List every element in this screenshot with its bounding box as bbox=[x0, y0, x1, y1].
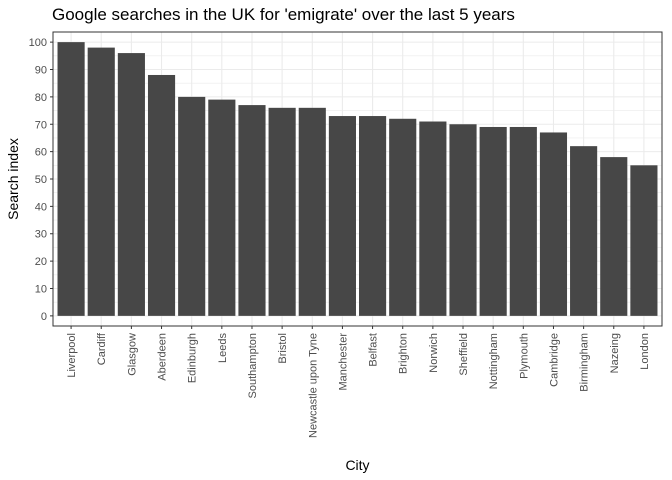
x-tick-label: Cambridge bbox=[548, 333, 560, 387]
x-tick-label: Bristol bbox=[277, 333, 289, 364]
bar bbox=[268, 107, 296, 316]
x-tick-label: Birmingham bbox=[579, 333, 591, 392]
x-axis-title: City bbox=[345, 457, 369, 473]
x-tick-label: Nottingham bbox=[488, 333, 500, 389]
bar bbox=[570, 146, 598, 316]
bar bbox=[238, 105, 266, 316]
y-tick-label: 50 bbox=[35, 174, 47, 186]
x-tick-label: Edinburgh bbox=[187, 333, 199, 383]
y-tick-label: 0 bbox=[41, 311, 47, 323]
x-tick-label: London bbox=[639, 333, 651, 370]
x-tick-label: Leeds bbox=[217, 333, 229, 363]
x-tick-label: Belfast bbox=[368, 333, 380, 367]
x-tick-label: Brighton bbox=[398, 333, 410, 374]
bar bbox=[389, 118, 417, 316]
bar bbox=[539, 132, 568, 316]
bar bbox=[449, 124, 477, 316]
x-tick-label: Norwich bbox=[428, 333, 440, 373]
bar bbox=[509, 126, 537, 316]
bar bbox=[117, 53, 145, 316]
y-tick-label: 70 bbox=[35, 119, 47, 131]
y-tick-label: 100 bbox=[29, 37, 47, 49]
bar bbox=[600, 157, 628, 316]
x-tick-label: Manchester bbox=[337, 333, 349, 391]
x-tick-label: Sheffield bbox=[458, 333, 470, 376]
bar bbox=[359, 116, 387, 316]
bar bbox=[57, 42, 85, 316]
chart-title: Google searches in the UK for 'emigrate'… bbox=[52, 5, 515, 24]
bar bbox=[328, 116, 356, 316]
y-tick-label: 30 bbox=[35, 229, 47, 241]
y-axis: 0 10 20 30 40 50 60 70 80 90 100 bbox=[29, 37, 53, 323]
bar bbox=[208, 99, 236, 316]
y-tick-label: 40 bbox=[35, 201, 47, 213]
y-tick-label: 90 bbox=[35, 65, 47, 77]
x-tick-label: Aberdeen bbox=[157, 333, 169, 381]
y-tick-label: 60 bbox=[35, 147, 47, 159]
bar bbox=[298, 107, 326, 316]
x-axis: Liverpool Cardiff Glasgow Aberdeen Edinburgh… bbox=[66, 326, 651, 438]
x-tick-label: Plymouth bbox=[518, 333, 530, 379]
bar bbox=[87, 47, 115, 316]
bar bbox=[178, 96, 206, 316]
x-tick-label: Newcastle upon Tyne bbox=[307, 333, 319, 438]
bar bbox=[630, 165, 658, 316]
x-tick-label: Nazeing bbox=[609, 333, 621, 373]
y-axis-title: Search index bbox=[5, 138, 21, 220]
bar bbox=[479, 126, 507, 316]
y-tick-label: 10 bbox=[35, 283, 47, 295]
y-tick-label: 80 bbox=[35, 92, 47, 104]
bar bbox=[147, 74, 176, 316]
x-tick-label: Glasgow bbox=[126, 333, 138, 376]
bars bbox=[57, 42, 658, 316]
bar bbox=[419, 121, 447, 316]
x-tick-label: Cardiff bbox=[96, 332, 108, 365]
x-tick-label: Liverpool bbox=[66, 333, 78, 378]
x-tick-label: Southampton bbox=[247, 333, 259, 398]
y-tick-label: 20 bbox=[35, 256, 47, 268]
